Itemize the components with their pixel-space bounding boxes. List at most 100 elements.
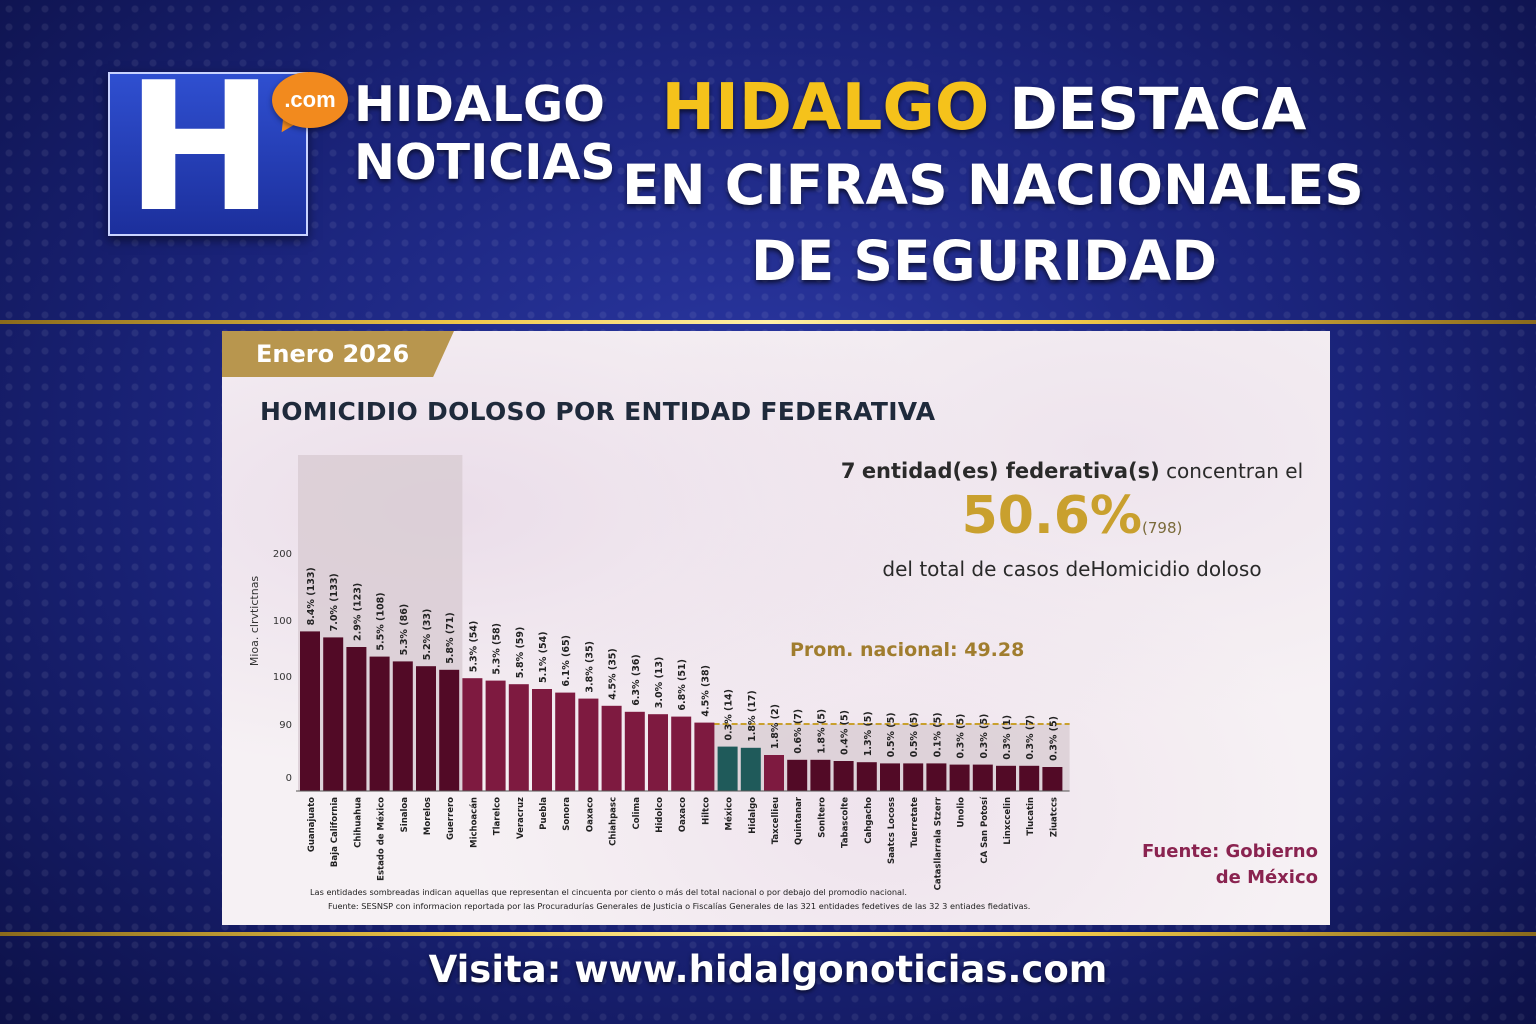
category-label: Quintanar [794, 796, 804, 845]
bar [694, 722, 715, 791]
bar [462, 678, 483, 791]
bar [926, 763, 947, 791]
summary-line-3: del total de casos deHomicidio doloso [882, 557, 1262, 581]
category-label: Catasllarrala Stzerr [933, 796, 943, 890]
data-label: 1.3% (5) [863, 711, 874, 756]
summary-entities: entidad(es) federativa(s) [861, 459, 1160, 483]
y-axis-label: Mioa. clrvtictnas [248, 576, 261, 667]
bar [578, 698, 599, 791]
data-label: 0.3% (5) [979, 714, 990, 759]
category-label: Puebla [539, 797, 549, 830]
category-label: Oaxaco [585, 797, 595, 832]
source-line-2: de México [1215, 867, 1318, 888]
bar [787, 759, 808, 791]
logo-letter: H [125, 44, 275, 251]
summary-pct-value: 50.6% [961, 486, 1143, 546]
headline: HIDALGO DESTACA EN CIFRAS NACIONALES DE … [622, 70, 1364, 299]
bar [996, 765, 1016, 791]
footnote-2: Fuente: SESNSP con informacion reportada… [328, 901, 1031, 911]
data-label: 0.1% (5) [932, 712, 943, 757]
data-label: 1.8% (17) [747, 690, 758, 742]
data-label: 8.4% (133) [306, 567, 317, 625]
bar [810, 759, 831, 791]
bar [1019, 765, 1040, 791]
category-label: Oaxaco [678, 797, 688, 832]
footer-visit-link[interactable]: Visita: www.hidalgonoticias.com [428, 948, 1108, 991]
category-label: Baja California [330, 797, 340, 867]
category-label: Chihuahua [353, 797, 363, 848]
data-label: 0.4% (5) [840, 710, 851, 755]
data-label: 0.3% (7) [1025, 715, 1036, 760]
category-label: Guanajuato [307, 797, 317, 852]
category-label: Unolio [957, 797, 967, 828]
chart-panel: Enero 2026 HOMICIDIO DOLOSO POR ENTIDAD … [222, 331, 1330, 925]
bar [717, 746, 738, 791]
category-label: Saatcs Locoss [887, 797, 897, 864]
data-label: 5.3% (58) [492, 623, 503, 675]
data-label: 5.3% (54) [468, 621, 479, 673]
data-label: 6.3% (36) [631, 654, 642, 706]
data-label: 0.3% (5) [956, 714, 967, 759]
data-label: 0.3% (5) [1048, 716, 1059, 761]
data-label: 5.3% (86) [399, 604, 410, 656]
headline-line-3: DE SEGURIDAD [750, 229, 1218, 293]
bar [903, 763, 924, 791]
summary-line-1: 7 entidad(es) federativa(s) concentran e… [822, 459, 1322, 483]
category-label: Sonora [562, 797, 572, 831]
bar [508, 684, 529, 791]
bar [624, 711, 645, 791]
data-label: 0.5% (5) [909, 712, 920, 757]
gold-divider-bottom [0, 932, 1536, 936]
data-label: 6.1% (65) [561, 635, 572, 687]
category-label: Veracruz [516, 797, 526, 839]
date-tab: Enero 2026 [222, 331, 454, 377]
bar [485, 680, 506, 791]
data-label: 2.9% (123) [352, 583, 363, 641]
data-label: 3.0% (13) [654, 657, 665, 709]
bar [369, 656, 390, 791]
category-label: CA San Potosí [980, 796, 990, 864]
category-label: Hidolco [655, 797, 665, 833]
category-label: Colima [632, 797, 642, 830]
bar [416, 666, 436, 791]
bar [740, 747, 761, 791]
brand-line-2: NOTICIAS [354, 134, 616, 191]
data-label: 0.3% (1) [1002, 715, 1013, 760]
national-average-label: Prom. nacional: 49.28 [790, 639, 1025, 661]
data-label: 4.5% (35) [608, 648, 619, 700]
category-label: Tlucatin [1026, 797, 1036, 836]
data-label: 5.8% (71) [445, 612, 456, 664]
data-label: 4.5% (38) [700, 665, 711, 717]
data-label: 0.6% (7) [793, 709, 804, 754]
bar [833, 761, 854, 791]
data-label: 3.8% (35) [584, 641, 595, 693]
data-label: 0.3% (14) [724, 689, 735, 741]
category-label: Hiltco [701, 797, 711, 825]
category-label: Sonltero [817, 797, 827, 838]
category-label: Hidalgo [748, 797, 758, 834]
gold-divider-top [0, 320, 1536, 324]
summary-percentage: 50.6%(798) [822, 483, 1322, 561]
bar [439, 669, 460, 791]
bar [323, 637, 344, 791]
bar [1042, 767, 1063, 791]
brand-name[interactable]: HIDALGO NOTICIAS [354, 76, 616, 192]
date-tab-label: Enero 2026 [256, 340, 410, 368]
category-label: Guerrero [446, 797, 456, 840]
category-label: Chiahpasc [609, 797, 619, 846]
category-label: Linxccelin [1003, 797, 1013, 845]
bar [764, 755, 784, 791]
bar-chart: 0 90 100 100 200 Mioa. clrvtictnas 8.4% (133) G… [248, 455, 1070, 890]
bar [972, 764, 993, 791]
headline-line-1: HIDALGO DESTACA [622, 70, 1346, 147]
footnote-1: Las entidades sombreadas indican aquella… [310, 887, 907, 897]
category-label: Tabascolte [841, 797, 851, 848]
category-label: Taxcellieu [771, 797, 781, 844]
data-label: 6.8% (51) [677, 659, 688, 711]
category-label: Sinaloa [400, 797, 410, 833]
headline-highlight: HIDALGO [661, 71, 990, 145]
summary-box: 7 entidad(es) federativa(s) concentran e… [822, 459, 1322, 581]
bar [532, 689, 552, 791]
bar [880, 763, 900, 791]
summary-verb: concentran el [1166, 459, 1304, 483]
